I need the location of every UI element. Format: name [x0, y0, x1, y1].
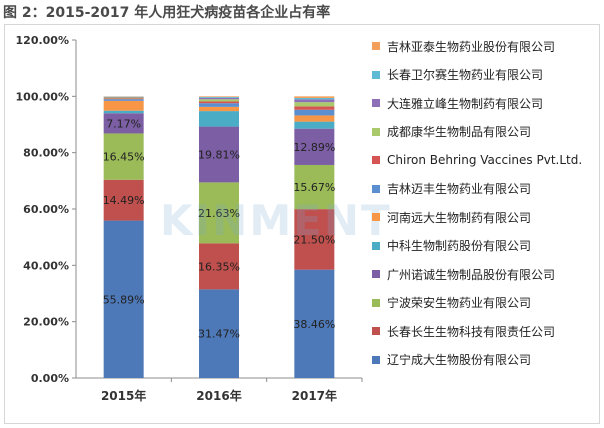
data-label: 19.81%	[198, 148, 240, 161]
bar-segment	[103, 110, 144, 114]
legend-swatch	[372, 184, 380, 193]
data-label: 55.89%	[103, 293, 145, 306]
bar-segment	[103, 97, 144, 99]
legend-label: 中科生物制药股份有限公司	[387, 239, 532, 253]
data-label: 12.89%	[293, 141, 335, 154]
bar-segment	[199, 101, 239, 104]
legend-label: 广州诺诚生物制品股份有限公司	[387, 267, 556, 282]
legend-label: 吉林迈丰生物药业有限公司	[387, 182, 532, 196]
legend-swatch	[372, 70, 380, 79]
legend-item: 吉林亚泰生物药业股份有限公司	[372, 38, 555, 54]
chart-frame	[4, 24, 600, 424]
legend-label: 成都康华生物制品有限公司	[387, 125, 532, 139]
legend-label: 长春卫尔赛生物药业有限公司	[387, 68, 544, 82]
bar-segment	[199, 182, 239, 244]
bar-segment	[294, 115, 335, 122]
bar-segment	[103, 113, 144, 134]
data-label: 38.46%	[293, 318, 335, 331]
data-label: 21.63%	[198, 207, 240, 220]
bar-segment	[103, 98, 144, 100]
legend-swatch	[372, 127, 380, 136]
bar-segment	[294, 164, 335, 210]
bar-segment	[199, 97, 239, 98]
y-tick-label: 60.00%	[23, 203, 69, 216]
page-title: 图 2：2015-2017 年人用狂犬病疫苗各企业占有率	[3, 5, 331, 21]
bar-segment	[199, 96, 239, 98]
legend-swatch	[372, 99, 380, 107]
bar-segment	[199, 106, 239, 112]
data-label: 31.47%	[198, 328, 240, 341]
bar-segment	[103, 179, 144, 221]
legend-item: 成都康华生物制品有限公司	[372, 124, 531, 140]
legend-item: 大连雅立峰生物制药有限公司	[372, 95, 543, 111]
y-tick-label: 0.00%	[31, 372, 69, 385]
data-label: 7.17%	[106, 117, 141, 130]
data-label: 16.45%	[103, 151, 145, 164]
legend-label: 河南远大生物制药有限公司	[387, 210, 532, 225]
data-label: 21.50%	[293, 233, 335, 246]
legend-swatch	[372, 42, 380, 50]
bar-segment	[294, 99, 335, 103]
legend-swatch	[372, 213, 380, 221]
legend-item: 广州诺诚生物制品股份有限公司	[372, 266, 555, 282]
data-label: 15.67%	[293, 181, 335, 194]
bar-segment	[103, 99, 144, 101]
bar-segment	[199, 99, 239, 102]
y-tick-label: 80.00%	[23, 147, 69, 160]
legend-swatch	[372, 270, 380, 278]
bar-segment	[199, 243, 239, 290]
legend-swatch	[372, 241, 380, 250]
y-tick-label: 120.00%	[16, 34, 69, 47]
bar-segment	[199, 126, 239, 183]
bar-segment	[103, 96, 144, 98]
bar-segment	[199, 111, 239, 127]
bar-segment	[199, 97, 239, 100]
legend-item: 中科生物制药股份有限公司	[372, 238, 531, 254]
data-label: 16.35%	[198, 260, 240, 273]
y-tick-label: 20.00%	[23, 316, 69, 329]
legend-item: 宁波荣安生物药业有限公司	[372, 295, 531, 311]
bar-segment	[294, 109, 335, 116]
legend-swatch	[372, 156, 380, 164]
bar-segment	[199, 103, 239, 107]
y-tick-label: 40.00%	[23, 259, 69, 272]
data-label: 14.49%	[103, 194, 145, 207]
legend-swatch	[372, 355, 380, 364]
legend-item: 长春卫尔赛生物药业有限公司	[372, 67, 543, 83]
legend-swatch	[372, 298, 380, 307]
bar-segment	[103, 100, 144, 111]
legend-label: 吉林亚泰生物药业股份有限公司	[387, 39, 556, 54]
x-tick-label: 2017年	[292, 388, 337, 403]
legend-item: 辽宁成大生物股份有限公司	[372, 352, 531, 368]
bar-segment	[294, 121, 335, 129]
legend-swatch	[372, 327, 380, 335]
legend-item: Chiron Behring Vaccines Pvt.Ltd.	[372, 152, 582, 168]
bar-segment	[294, 128, 335, 165]
bar-segment	[103, 220, 144, 378]
bar-segment	[294, 102, 335, 107]
legend-label: Chiron Behring Vaccines Pvt.Ltd.	[387, 153, 583, 167]
x-tick-label: 2015年	[101, 388, 146, 403]
bar-segment	[294, 209, 335, 270]
x-tick-label: 2016年	[196, 388, 241, 403]
bar-segment	[294, 269, 335, 378]
legend-label: 长春长生生物科技有限责任公司	[387, 324, 556, 339]
bar-segment	[294, 96, 335, 98]
legend-label: 辽宁成大生物股份有限公司	[387, 353, 532, 367]
legend-label: 宁波荣安生物药业有限公司	[387, 296, 532, 310]
y-tick-label: 100.00%	[16, 90, 69, 103]
legend-item: 吉林迈丰生物药业有限公司	[372, 181, 531, 197]
bar-segment	[103, 133, 144, 180]
bar-segment	[294, 106, 335, 110]
bar-segment	[199, 289, 239, 378]
legend-label: 大连雅立峰生物制药有限公司	[387, 96, 544, 111]
legend-item: 长春长生生物科技有限责任公司	[372, 323, 555, 339]
legend-item: 河南远大生物制药有限公司	[372, 209, 531, 225]
bar-segment	[294, 97, 335, 100]
